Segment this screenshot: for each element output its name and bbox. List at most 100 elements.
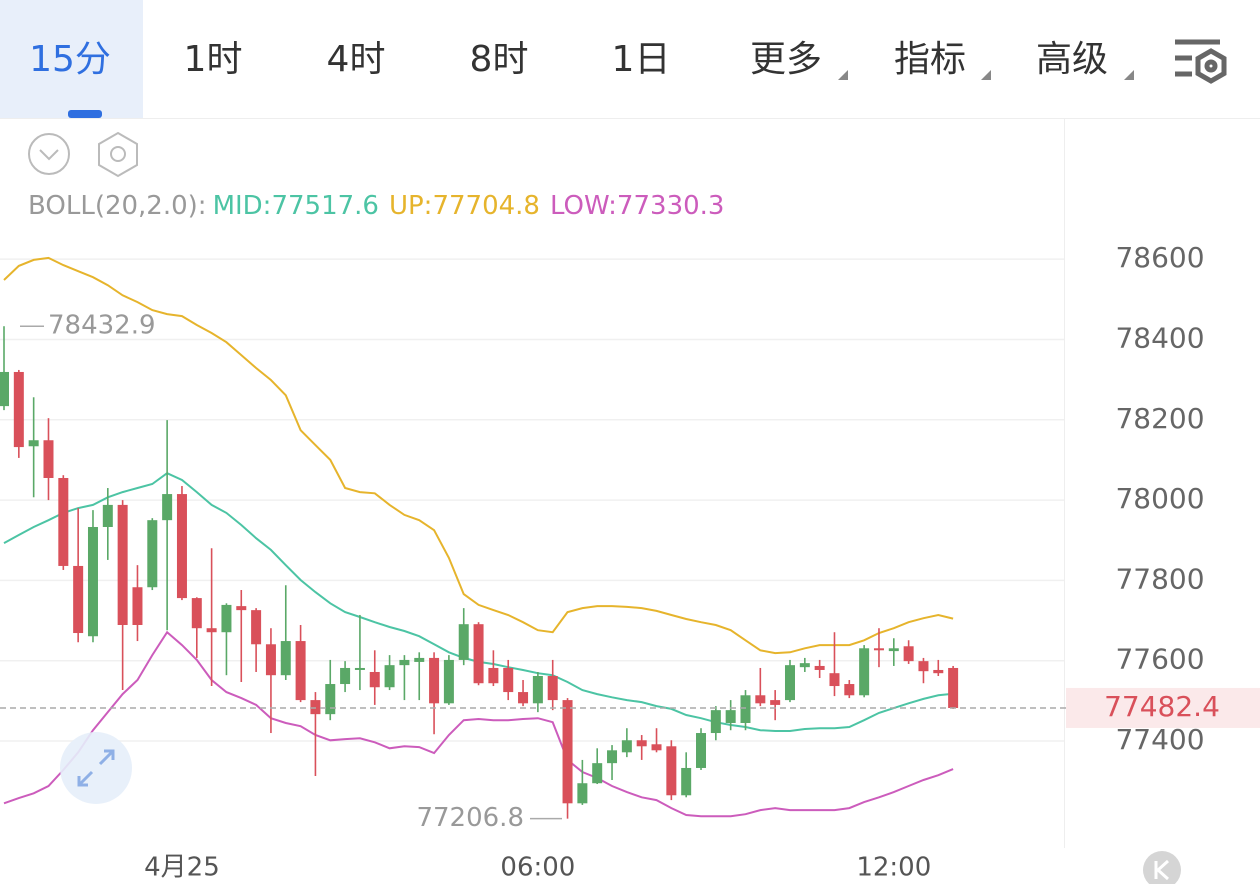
indicator-settings-button[interactable] <box>98 131 138 178</box>
candle-body <box>621 740 632 753</box>
fullscreen-button[interactable] <box>60 732 132 804</box>
candle-body <box>710 710 721 734</box>
candle-body <box>577 783 588 804</box>
candle-body <box>814 665 825 670</box>
tab[interactable]: 1时 <box>184 39 243 80</box>
candle-body <box>844 684 855 696</box>
candle-body <box>488 667 499 684</box>
y-tick-label: 77600 <box>1115 643 1204 676</box>
candle-body <box>384 665 395 688</box>
candle-body <box>547 675 558 701</box>
candle-body <box>280 641 291 676</box>
candle-body <box>740 695 751 723</box>
candle-body <box>888 648 899 652</box>
candle-body <box>340 667 351 685</box>
candle-body <box>132 587 143 625</box>
candle-body <box>681 767 692 796</box>
collapse-button[interactable] <box>28 133 70 175</box>
tab[interactable]: 高级 <box>1036 39 1108 80</box>
candle-body <box>73 565 84 634</box>
candle-body <box>696 733 707 768</box>
k-button[interactable] <box>1143 851 1181 888</box>
candle-body <box>28 440 39 447</box>
candle-body <box>369 671 380 688</box>
tab[interactable]: 指标 <box>894 39 966 80</box>
y-tick-label: 78400 <box>1115 321 1204 354</box>
max-label: 78432.9 <box>48 311 156 341</box>
candle-body <box>859 648 870 696</box>
candle-body <box>354 667 365 670</box>
candle-body <box>799 663 810 668</box>
legend-entry: UP:77704.8 <box>389 191 540 221</box>
tab[interactable]: 8时 <box>470 39 529 80</box>
candle-body <box>191 598 202 629</box>
candle-body <box>0 371 9 407</box>
y-tick-label: 77800 <box>1115 562 1204 595</box>
last-price-label: 77482.4 <box>1104 690 1220 723</box>
candle-body <box>532 675 543 704</box>
tab[interactable]: 更多 <box>750 39 822 80</box>
active-tab-indicator <box>68 110 102 118</box>
tabs: 15分 1时 4时 8时 1日 更多 指标 高级 <box>29 39 1108 80</box>
candle-body <box>503 667 514 693</box>
candle-body <box>918 661 929 672</box>
candle-body <box>933 669 944 674</box>
candle-body <box>117 504 128 625</box>
y-tick-label: 78600 <box>1115 241 1204 274</box>
candle-body <box>592 763 603 784</box>
candle-body <box>607 750 618 764</box>
tab[interactable]: 1日 <box>612 39 671 80</box>
candle-body <box>221 604 232 633</box>
x-tick-label: 06:00 <box>500 853 575 883</box>
active-tab-bg <box>0 0 143 118</box>
candle-body <box>562 700 573 804</box>
y-tick-label: 77400 <box>1115 723 1204 756</box>
candle-body <box>755 695 766 704</box>
candle-body <box>87 526 98 637</box>
candle-body <box>251 610 262 645</box>
indicator-name: BOLL(20,2.0): <box>28 191 207 221</box>
candle-body <box>206 628 217 633</box>
tab[interactable]: 4时 <box>327 39 386 80</box>
candle-body <box>310 700 321 715</box>
candle-body <box>473 624 484 684</box>
candle-body <box>458 624 469 660</box>
y-tick-label: 78000 <box>1115 482 1204 515</box>
candle-body <box>784 665 795 701</box>
min-label: 77206.8 <box>416 803 524 833</box>
candle-body <box>429 657 440 704</box>
tab[interactable]: 15分 <box>29 39 111 80</box>
last-price-bg <box>1066 687 1260 728</box>
band-line <box>3 256 954 655</box>
x-tick-label: 12:00 <box>856 853 931 883</box>
settings-icon[interactable] <box>1175 39 1227 84</box>
candle-body <box>636 740 647 747</box>
x-tick-label: 4月25 <box>144 853 220 883</box>
candle-body <box>147 520 158 588</box>
indicator-legend: BOLL(20,2.0): MID:77517.6 UP:77704.8 LOW:77… <box>28 191 724 221</box>
candle-body <box>265 644 276 676</box>
candle-body <box>58 477 69 566</box>
band-line <box>3 472 954 732</box>
dropdown-caret <box>981 70 991 80</box>
candle-body <box>518 692 529 704</box>
candle-body <box>770 700 781 705</box>
candle-body <box>666 746 677 796</box>
candle-body <box>829 673 840 687</box>
candle-body <box>651 744 662 751</box>
candle-body <box>162 494 173 521</box>
legend-entry: MID:77517.6 <box>213 191 379 221</box>
plot: 77400 77600 77800 78000 78200 78400 78600 4月25 0… <box>0 241 1260 883</box>
candle-body <box>948 667 959 708</box>
candle-body <box>13 371 24 448</box>
y-tick-label: 78200 <box>1115 402 1204 435</box>
dropdown-caret <box>1124 70 1134 80</box>
candle-body <box>399 659 410 666</box>
legend-entry: LOW:77330.3 <box>550 191 724 221</box>
candle-body <box>414 657 425 662</box>
candle-body <box>725 710 736 723</box>
candle-body <box>873 648 884 651</box>
candle-body <box>43 440 54 478</box>
